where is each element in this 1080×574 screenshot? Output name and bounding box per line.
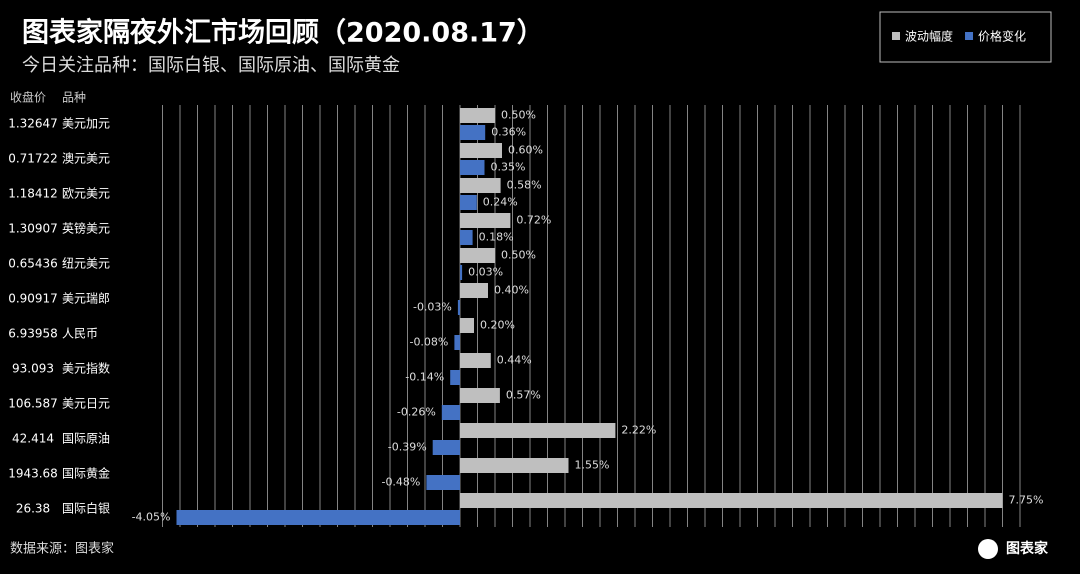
value-label: 0.44% <box>497 354 532 367</box>
bar <box>460 213 511 228</box>
bar <box>460 493 1003 508</box>
closing-price: 0.90917 <box>8 292 58 306</box>
value-label: 0.50% <box>501 109 536 122</box>
bar <box>450 370 460 385</box>
legend-label: 波动幅度 <box>905 29 953 44</box>
value-label: 1.55% <box>575 459 610 472</box>
value-label: -0.39% <box>388 441 427 454</box>
category-label: 欧元美元 <box>62 187 110 201</box>
chart-title: 图表家隔夜外汇市场回顾（2020.08.17） <box>22 17 544 49</box>
bar <box>457 300 460 315</box>
bar <box>460 353 491 368</box>
bar <box>460 265 463 280</box>
closing-price: 0.71722 <box>8 152 58 166</box>
value-label: 0.03% <box>468 266 503 279</box>
value-label: 0.60% <box>508 144 543 157</box>
value-label: -0.48% <box>381 476 420 489</box>
category-label: 国际白银 <box>62 501 110 516</box>
value-label: 0.50% <box>501 249 536 262</box>
legend-label: 价格变化 <box>978 29 1026 44</box>
category-header: 品种 <box>62 91 86 105</box>
legend-swatch <box>965 32 974 40</box>
category-label: 美元日元 <box>62 397 110 411</box>
closing-price: 1943.68 <box>8 467 58 481</box>
category-label: 国际黄金 <box>62 466 110 481</box>
category-label: 澳元美元 <box>62 152 110 166</box>
chart-subtitle: 今日关注品种：国际白银、国际原油、国际黄金 <box>22 55 400 76</box>
closing-price: 0.65436 <box>8 257 58 271</box>
category-label: 英镑美元 <box>62 221 110 236</box>
bar <box>460 143 502 158</box>
bar <box>176 510 460 525</box>
category-label: 人民币 <box>62 327 98 341</box>
value-label: -0.14% <box>405 371 444 384</box>
bar <box>460 388 500 403</box>
closing-price: 26.38 <box>16 502 50 516</box>
bar <box>460 458 569 473</box>
value-label: 0.35% <box>491 161 526 174</box>
source: 数据来源：图表家 <box>10 541 114 557</box>
legend-box <box>879 11 1052 63</box>
logo-icon <box>978 539 998 559</box>
closing-price: 1.32647 <box>8 117 58 131</box>
value-label: 0.58% <box>507 179 542 192</box>
category-label: 纽元美元 <box>62 257 110 271</box>
price-header: 收盘价 <box>10 90 46 105</box>
value-label: -0.08% <box>409 336 448 349</box>
closing-price: 93.093 <box>12 362 54 376</box>
value-label: 0.20% <box>480 319 515 332</box>
closing-price: 1.30907 <box>8 222 58 236</box>
value-label: -0.03% <box>413 301 452 314</box>
bar <box>460 160 485 175</box>
bar <box>441 405 460 420</box>
value-label: 0.36% <box>491 126 526 139</box>
category-label: 美元加元 <box>62 117 110 131</box>
value-label: 0.24% <box>483 196 518 209</box>
value-label: 0.18% <box>479 231 514 244</box>
bar <box>432 440 460 455</box>
closing-price: 106.587 <box>8 397 58 411</box>
bar <box>460 108 495 123</box>
value-label: 0.57% <box>506 389 541 402</box>
bar <box>454 335 460 350</box>
bar <box>460 248 495 263</box>
logo-text: 图表家 <box>1006 540 1049 557</box>
bar <box>460 125 486 140</box>
bar <box>426 475 460 490</box>
category-label: 美元瑞郎 <box>62 292 110 306</box>
value-label: 0.40% <box>494 284 529 297</box>
bar <box>460 230 473 245</box>
value-label: 2.22% <box>621 424 656 437</box>
bar <box>460 283 488 298</box>
value-label: 7.75% <box>1009 494 1044 507</box>
category-label: 美元指数 <box>62 361 110 376</box>
category-label: 国际原油 <box>62 432 110 446</box>
closing-price: 6.93958 <box>8 327 58 341</box>
closing-price: 42.414 <box>12 432 54 446</box>
bar <box>460 195 477 210</box>
value-label: -4.05% <box>132 511 171 524</box>
value-label: -0.26% <box>397 406 436 419</box>
bar <box>460 423 616 438</box>
bar <box>460 318 474 333</box>
bar <box>460 178 501 193</box>
closing-price: 1.18412 <box>8 187 58 201</box>
value-label: 0.72% <box>516 214 551 227</box>
legend-swatch <box>892 32 900 40</box>
